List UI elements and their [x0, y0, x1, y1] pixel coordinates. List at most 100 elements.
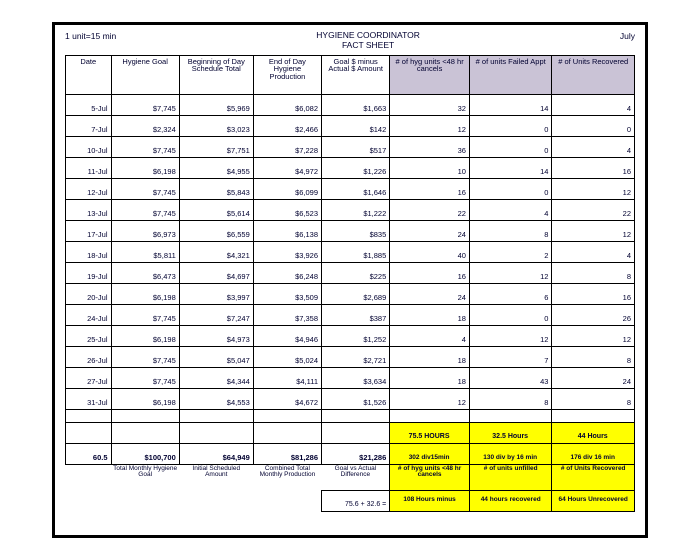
table-cell: 22: [390, 199, 470, 220]
table-cell: 17-Jul: [66, 220, 112, 241]
table-cell: $81,286: [253, 443, 321, 464]
table-cell: $517: [322, 136, 390, 157]
table-cell: $7,745: [111, 199, 179, 220]
table-cell: [111, 409, 179, 422]
table-cell: $2,689: [322, 283, 390, 304]
col-units-failed: # of units Failed Appt: [469, 55, 552, 94]
table-cell: [390, 409, 470, 422]
table-cell: $4,344: [179, 367, 253, 388]
table-cell: $1,226: [322, 157, 390, 178]
table-cell: 24-Jul: [66, 304, 112, 325]
table-cell: $7,745: [111, 367, 179, 388]
table-cell: 18: [390, 346, 470, 367]
table-cell: 4: [552, 94, 635, 115]
table-cell: 75.5 HOURS: [390, 422, 470, 443]
table-cell: $6,523: [253, 199, 321, 220]
table-cell: $1,885: [322, 241, 390, 262]
table-cell: 12: [469, 325, 552, 346]
extra-cell: [179, 490, 253, 511]
table-cell: $100,700: [111, 443, 179, 464]
table-cell: $142: [322, 115, 390, 136]
table-cell: $6,248: [253, 262, 321, 283]
table-cell: 24: [390, 283, 470, 304]
page-title: HYGIENE COORDINATOR FACT SHEET: [116, 31, 620, 51]
table-row: 19-Jul$6,473$4,697$6,248$22516128: [66, 262, 635, 283]
table-cell: 36: [390, 136, 470, 157]
table-cell: $4,111: [253, 367, 321, 388]
table-cell: 4: [390, 325, 470, 346]
table-cell: $4,972: [253, 157, 321, 178]
table-cell: [469, 409, 552, 422]
table-cell: $4,672: [253, 388, 321, 409]
col-goal-minus-actual: Goal $ minus Actual $ Amount: [322, 55, 390, 94]
label-cell: Initial Scheduled Amount: [179, 464, 253, 490]
table-cell: $5,024: [253, 346, 321, 367]
table-row: 20-Jul$6,198$3,997$3,509$2,68924616: [66, 283, 635, 304]
table-cell: 11-Jul: [66, 157, 112, 178]
top-bar: 1 unit=15 min HYGIENE COORDINATOR FACT S…: [65, 31, 635, 51]
table-cell: [322, 422, 390, 443]
table-cell: 24: [390, 220, 470, 241]
table-cell: $6,198: [111, 388, 179, 409]
table-cell: 12: [552, 325, 635, 346]
extra-cell: 75.6 + 32.6 =: [322, 490, 390, 511]
table-row: 10-Jul$7,745$7,751$7,228$5173604: [66, 136, 635, 157]
table-cell: $2,721: [322, 346, 390, 367]
extra-cell: [66, 490, 112, 511]
header-row: Date Hygiene Goal Beginning of Day Sched…: [66, 55, 635, 94]
table-cell: 26-Jul: [66, 346, 112, 367]
table-cell: $4,973: [179, 325, 253, 346]
table-cell: 176 div 16 min: [552, 443, 635, 464]
table-cell: 6: [469, 283, 552, 304]
extra-row: 75.6 + 32.6 =108 Hours minus44 hours rec…: [66, 490, 635, 511]
table-cell: 32.5 Hours: [469, 422, 552, 443]
table-cell: [179, 409, 253, 422]
table-cell: 14: [469, 94, 552, 115]
table-cell: 25-Jul: [66, 325, 112, 346]
table-cell: $7,745: [111, 304, 179, 325]
table-cell: 0: [552, 115, 635, 136]
table-cell: 18-Jul: [66, 241, 112, 262]
table-cell: [552, 409, 635, 422]
extra-cell: 64 Hours Unrecovered: [552, 490, 635, 511]
table-cell: 4: [552, 136, 635, 157]
title-line-2: FACT SHEET: [116, 41, 620, 51]
col-date: Date: [66, 55, 112, 94]
table-cell: $6,099: [253, 178, 321, 199]
totals-row: 60.5$100,700$64,949$81,286$21,286302 div…: [66, 443, 635, 464]
col-end-day: End of Day Hygiene Production: [253, 55, 321, 94]
table-cell: $4,946: [253, 325, 321, 346]
table-cell: 8: [469, 388, 552, 409]
col-units-recovered: # of Units Recovered: [552, 55, 635, 94]
table-cell: 14: [469, 157, 552, 178]
unit-note: 1 unit=15 min: [65, 31, 116, 41]
table-cell: $64,949: [179, 443, 253, 464]
table-cell: 16: [390, 178, 470, 199]
table-cell: 60.5: [66, 443, 112, 464]
table-row: 25-Jul$6,198$4,973$4,946$1,25241212: [66, 325, 635, 346]
table-cell: [179, 422, 253, 443]
table-cell: $21,286: [322, 443, 390, 464]
table-cell: $2,324: [111, 115, 179, 136]
table-cell: $5,969: [179, 94, 253, 115]
extra-cell: 108 Hours minus: [390, 490, 470, 511]
table-cell: 12: [390, 115, 470, 136]
table-cell: $6,473: [111, 262, 179, 283]
table-cell: $1,222: [322, 199, 390, 220]
table-row: 31-Jul$6,198$4,553$4,672$1,5261288: [66, 388, 635, 409]
label-cell: Combined Total Monthly Production: [253, 464, 321, 490]
table-row: 27-Jul$7,745$4,344$4,111$3,634184324: [66, 367, 635, 388]
table-cell: 12: [552, 178, 635, 199]
label-cell: # of hyg units <48 hr cancels: [390, 464, 470, 490]
table-cell: $7,358: [253, 304, 321, 325]
table-cell: $7,228: [253, 136, 321, 157]
table-cell: 26: [552, 304, 635, 325]
table-cell: $7,745: [111, 136, 179, 157]
table-cell: 12: [552, 220, 635, 241]
table-row: 7-Jul$2,324$3,023$2,466$1421200: [66, 115, 635, 136]
labels-row: Total Monthly Hygiene GoalInitial Schedu…: [66, 464, 635, 490]
extra-cell: 44 hours recovered: [469, 490, 552, 511]
table-cell: 2: [469, 241, 552, 262]
table-cell: $7,751: [179, 136, 253, 157]
table-cell: [66, 409, 112, 422]
